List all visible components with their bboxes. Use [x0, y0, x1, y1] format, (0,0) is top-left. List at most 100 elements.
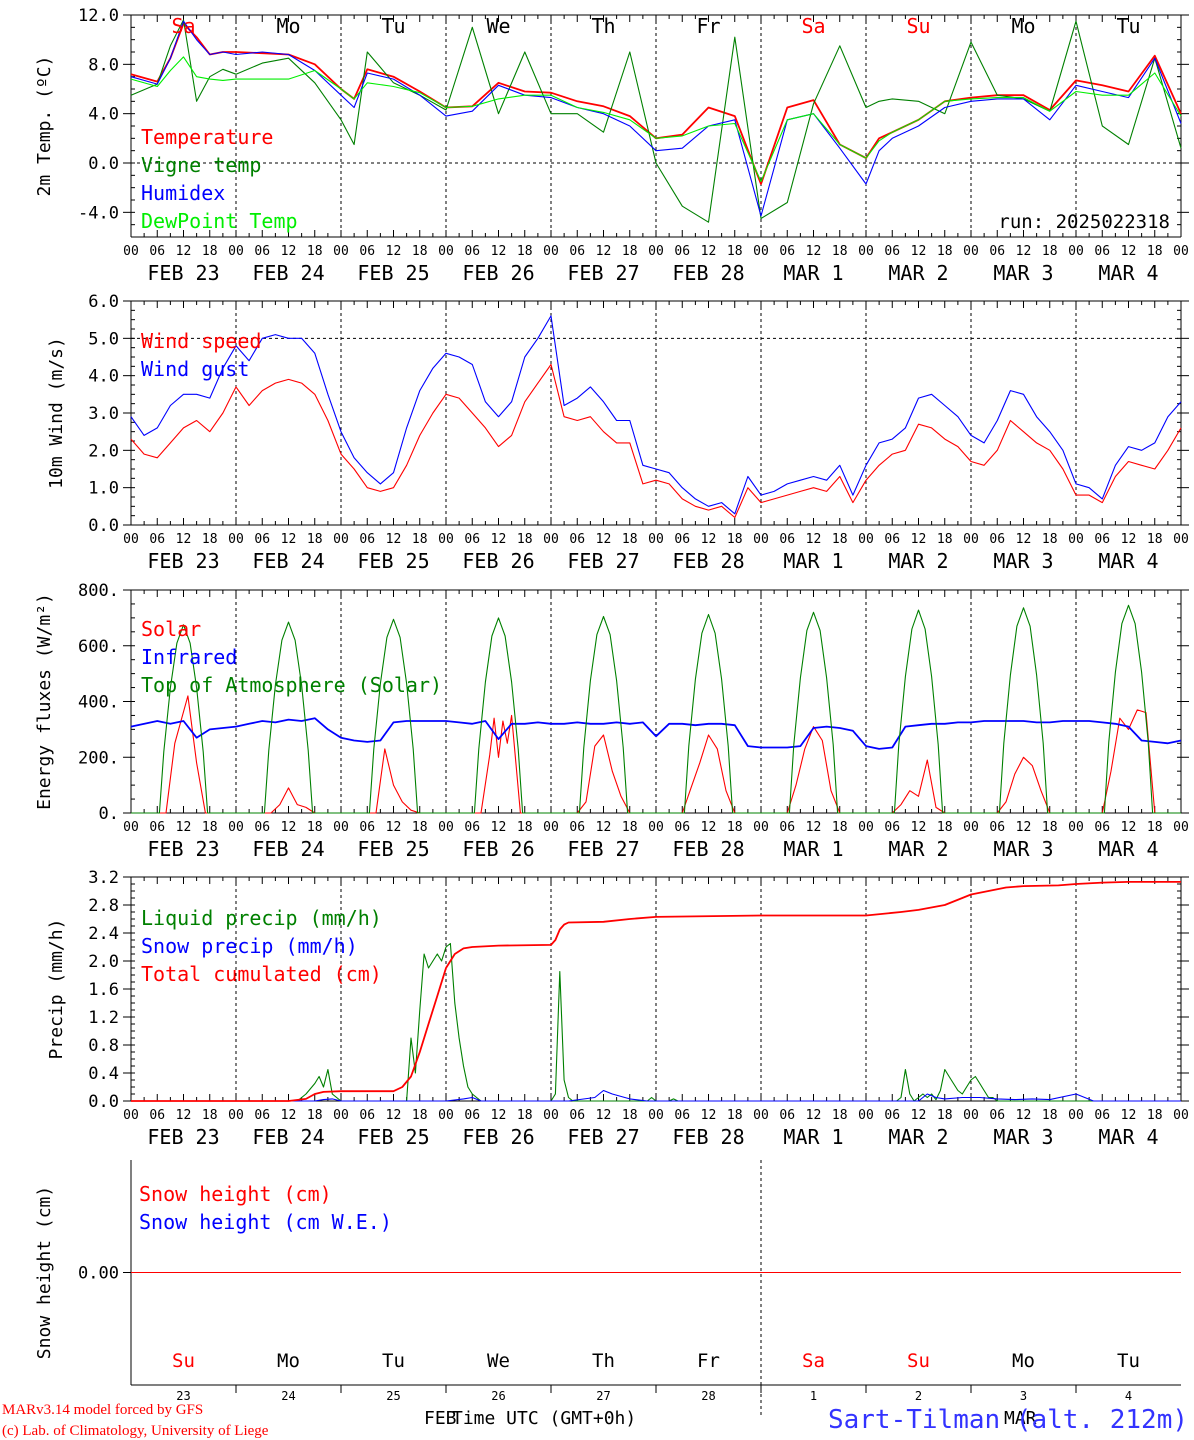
temperature-hour-label: 18: [1147, 244, 1163, 259]
bottom-month-right: MAR: [1004, 1408, 1037, 1429]
precip-date-label: MAR 3: [993, 1125, 1053, 1149]
energy-date-label: MAR 2: [888, 837, 948, 861]
wind-hour-label: 12: [491, 532, 507, 547]
precip-hour-label: 06: [1094, 1108, 1110, 1123]
precip-hour-label: 12: [701, 1108, 717, 1123]
energy-hour-label: 12: [176, 820, 192, 835]
energy-date-label: FEB 26: [462, 837, 534, 861]
temperature-hour-label: 18: [307, 244, 323, 259]
precip-hour-label: 00: [858, 1108, 874, 1123]
precip-date-label: FEB 27: [567, 1125, 639, 1149]
wind-hour-label: 00: [1068, 532, 1084, 547]
energy-legend-entry: Top of Atmosphere (Solar): [141, 673, 442, 697]
snow-panel: 0.00 Snow height (cm) Snow height (cm) Snow…: [34, 1160, 1181, 1415]
temperature-hour-label: 00: [228, 244, 244, 259]
energy-hour-label: 12: [386, 820, 402, 835]
temperature-legend-entry: Humidex: [141, 181, 225, 205]
temperature-hour-label: 06: [254, 244, 270, 259]
temperature-date-label: MAR 1: [783, 261, 843, 285]
temperature-hour-label: 12: [701, 244, 717, 259]
snow-weekday-label: Su: [907, 1350, 930, 1372]
precip-hour-label: 18: [307, 1108, 323, 1123]
wind-date-label: FEB 26: [462, 549, 534, 573]
precip-hour-label: 18: [517, 1108, 533, 1123]
energy-hour-label: 18: [727, 820, 743, 835]
precip-hour-label: 00: [228, 1108, 244, 1123]
wind-hour-label: 00: [858, 532, 874, 547]
precip-hour-label: 06: [779, 1108, 795, 1123]
precip-hour-label: 12: [491, 1108, 507, 1123]
snow-day-number: 26: [491, 1389, 505, 1403]
temperature-weekday-label: Fr: [696, 14, 720, 38]
precip-series-liquid-precip-mm-h: [131, 942, 1181, 1102]
energy-date-label: MAR 1: [783, 837, 843, 861]
temperature-panel: 12.0 8.0 4.0 0.0 -4.0 2m Temp. (ºC) Temperatur…: [34, 6, 1189, 285]
energy-hour-label: 00: [858, 820, 874, 835]
temperature-date-label: MAR 3: [993, 261, 1053, 285]
precip-hour-label: 00: [438, 1108, 454, 1123]
wind-hour-label: 18: [412, 532, 428, 547]
precip-hour-label: 06: [149, 1108, 165, 1123]
wind-hour-label: 12: [1121, 532, 1137, 547]
energy-date-label: FEB 25: [357, 837, 429, 861]
precip-hour-label: 12: [386, 1108, 402, 1123]
precip-ytick-label: 0.4: [88, 1064, 119, 1084]
wind-date-label: FEB 25: [357, 549, 429, 573]
wind-ytick-label: 6.0: [88, 292, 119, 312]
energy-hour-label: 18: [832, 820, 848, 835]
temperature-hour-label: 12: [386, 244, 402, 259]
precip-hour-label: 00: [753, 1108, 769, 1123]
wind-ytick-label: 4.0: [88, 367, 119, 387]
temperature-legend-entry: Vigne temp: [141, 153, 261, 177]
wind-series-wind-gust: [130, 315, 1182, 515]
snow-weekday-label: Su: [172, 1350, 195, 1372]
wind-hour-label: 18: [1042, 532, 1058, 547]
energy-date-label: MAR 4: [1098, 837, 1158, 861]
wind-date-label: MAR 4: [1098, 549, 1158, 573]
precip-hour-label: 06: [884, 1108, 900, 1123]
wind-hour-label: 18: [727, 532, 743, 547]
snow-day-number: 4: [1125, 1389, 1132, 1403]
energy-ylabel: Energy fluxes (W/m²): [34, 593, 55, 810]
precip-hour-label: 18: [727, 1108, 743, 1123]
bottom-month-left: FEB: [424, 1408, 457, 1429]
precip-legend-entry: Snow precip (mm/h): [141, 934, 358, 958]
wind-hour-label: 18: [937, 532, 953, 547]
precip-ytick-label: 0.0: [88, 1092, 119, 1112]
snow-day-number: 28: [701, 1389, 715, 1403]
temperature-hour-label: 18: [622, 244, 638, 259]
temperature-date-label: FEB 25: [357, 261, 429, 285]
precip-hour-label: 00: [333, 1108, 349, 1123]
wind-hour-label: 12: [386, 532, 402, 547]
wind-hour-label: 12: [176, 532, 192, 547]
snow-day-number: 24: [281, 1389, 295, 1403]
temperature-weekday-label: Mo: [1011, 14, 1035, 38]
temperature-ytick-label: 4.0: [88, 105, 119, 125]
precip-ylabel: Precip (mm/h): [46, 919, 67, 1060]
energy-hour-label: 06: [674, 820, 690, 835]
temperature-ytick-label: -4.0: [78, 203, 119, 223]
temperature-date-label: MAR 4: [1098, 261, 1158, 285]
temperature-hour-label: 00: [333, 244, 349, 259]
precip-hour-label: 00: [543, 1108, 559, 1123]
precip-hour-label: 18: [412, 1108, 428, 1123]
temperature-hour-label: 18: [832, 244, 848, 259]
energy-hour-label: 06: [884, 820, 900, 835]
temperature-hour-label: 00: [963, 244, 979, 259]
wind-panel: 6.0 5.0 4.0 3.0 2.0 1.0 0.0 10m Wind (m/s) Wind …: [46, 292, 1189, 573]
precip-ytick-label: 3.2: [88, 868, 119, 888]
energy-series-infrared: [130, 717, 1182, 750]
wind-hour-label: 00: [753, 532, 769, 547]
precip-hour-label: 12: [176, 1108, 192, 1123]
temperature-hour-label: 06: [1094, 244, 1110, 259]
precip-hour-label: 00: [963, 1108, 979, 1123]
precip-hour-label: 00: [123, 1108, 139, 1123]
snow-weekday-label: We: [487, 1350, 510, 1372]
precip-ytick-label: 1.2: [88, 1008, 119, 1028]
wind-ytick-label: 5.0: [88, 329, 119, 349]
precip-hour-label: 12: [1121, 1108, 1137, 1123]
energy-date-label: MAR 3: [993, 837, 1053, 861]
energy-hour-label: 06: [254, 820, 270, 835]
energy-hour-label: 12: [596, 820, 612, 835]
